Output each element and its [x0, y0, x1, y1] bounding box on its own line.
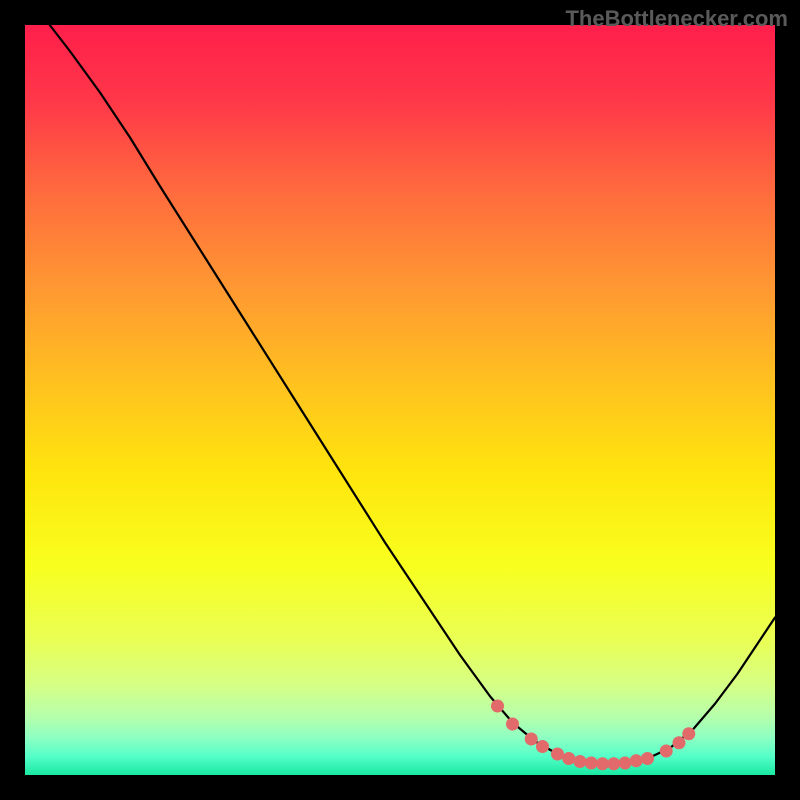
chart-plot-area [25, 25, 775, 775]
watermark-text: TheBottlenecker.com [565, 6, 788, 32]
